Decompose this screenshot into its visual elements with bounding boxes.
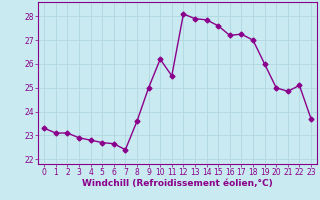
X-axis label: Windchill (Refroidissement éolien,°C): Windchill (Refroidissement éolien,°C) bbox=[82, 179, 273, 188]
